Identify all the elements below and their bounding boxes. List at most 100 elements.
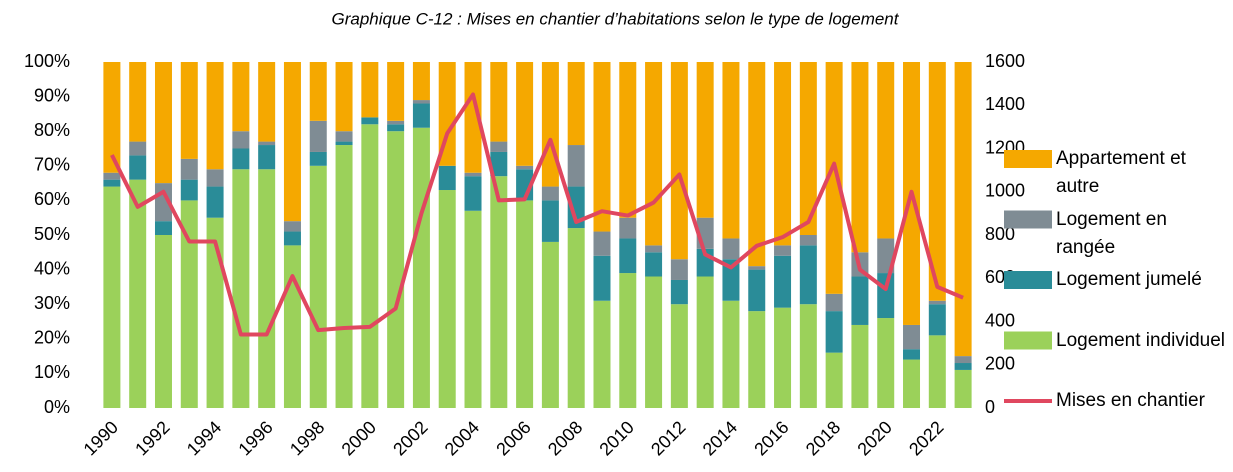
bar-segment xyxy=(258,145,276,170)
bar-segment xyxy=(954,356,972,364)
bar-segment xyxy=(619,217,637,239)
x-tick-label: 2002 xyxy=(389,417,431,459)
bar-segment xyxy=(722,259,740,301)
line xyxy=(110,92,964,337)
x-tick-label: 2006 xyxy=(492,417,534,459)
bar-segment xyxy=(129,62,147,142)
bar-segment xyxy=(645,252,663,277)
y2-tick-label: 400 xyxy=(985,310,1015,330)
y2-tick-label: 1400 xyxy=(985,94,1025,114)
bar-segment xyxy=(464,176,482,211)
bar-segment xyxy=(154,235,172,408)
bar-segment xyxy=(103,172,121,180)
bar-segment xyxy=(309,62,327,121)
bar-segment xyxy=(464,62,482,173)
bar-segment xyxy=(361,62,379,118)
bar-segment xyxy=(722,62,740,239)
bar-segment xyxy=(928,335,946,408)
bar-segment xyxy=(722,300,740,408)
legend-swatch xyxy=(1004,210,1052,229)
bar-segment xyxy=(799,245,817,305)
y2-tick-label: 200 xyxy=(985,354,1015,374)
bar-segment xyxy=(903,349,921,360)
bar-segment xyxy=(335,141,353,146)
bar-segment xyxy=(645,276,663,408)
bar-segment xyxy=(825,311,843,353)
bar-segment xyxy=(748,311,766,408)
bar-segment xyxy=(283,221,301,232)
bar-segment xyxy=(464,172,482,177)
x-tick-label: 2022 xyxy=(905,417,947,459)
bar-segment xyxy=(387,124,405,132)
bar-segment xyxy=(851,276,869,325)
bar-segment xyxy=(335,62,353,132)
bar-segment xyxy=(748,266,766,270)
bar-segment xyxy=(645,62,663,246)
x-tick-label: 1992 xyxy=(131,417,173,459)
legend-label: Logement individuel xyxy=(1056,329,1226,351)
bar-segment xyxy=(645,245,663,253)
bar-segment xyxy=(387,120,405,125)
bar-segment xyxy=(516,165,534,170)
bar-segment xyxy=(180,62,198,159)
bar-segment xyxy=(670,304,688,408)
bar-segment xyxy=(258,62,276,142)
x-tick-label: 2000 xyxy=(338,417,380,459)
bar-segment xyxy=(516,200,534,408)
bar-segment xyxy=(670,259,688,280)
bar-segment xyxy=(877,62,895,239)
bar-segment xyxy=(619,62,637,218)
bar-segment xyxy=(490,141,508,152)
bar-segment xyxy=(825,293,843,312)
bar-segment xyxy=(335,131,353,142)
bar-segment xyxy=(309,120,327,152)
bar-segment xyxy=(206,186,224,218)
legend-swatch xyxy=(1004,150,1052,168)
bar-segment xyxy=(154,62,172,184)
x-tick-label: 1990 xyxy=(80,417,122,459)
y-tick-label: 10% xyxy=(34,362,70,382)
bar-segment xyxy=(877,318,895,408)
bar-segment xyxy=(954,369,972,408)
bar-segment xyxy=(309,165,327,408)
bar-segment xyxy=(283,245,301,408)
bar-segment xyxy=(541,186,559,201)
y2-tick-label: 1600 xyxy=(985,51,1025,71)
bar-segment xyxy=(232,131,250,149)
legend-label: Appartement et autre xyxy=(1056,148,1186,197)
bar-segment xyxy=(490,151,508,177)
bar-segment xyxy=(670,279,688,305)
legend-label: Logement en rangée xyxy=(1056,208,1167,258)
bar-segment xyxy=(619,273,637,408)
bar-segment xyxy=(232,148,250,170)
y-tick-label: 80% xyxy=(34,120,70,140)
bar-segment xyxy=(541,241,559,408)
bar-segment xyxy=(516,62,534,166)
bar-segment xyxy=(567,62,585,146)
bar-segment xyxy=(877,238,895,274)
bar-segment xyxy=(851,62,869,253)
bar-segment xyxy=(670,62,688,260)
x-tick-label: 2012 xyxy=(647,417,689,459)
bar-segment xyxy=(206,217,224,408)
bar-segment xyxy=(438,165,456,191)
x-tick-label: 1998 xyxy=(286,417,328,459)
y2-tick-label: 1000 xyxy=(985,181,1025,201)
bar-segment xyxy=(748,62,766,267)
bar-segment xyxy=(748,269,766,312)
y-tick-label: 60% xyxy=(34,189,70,209)
legend-swatch xyxy=(1004,331,1052,350)
x-tick-label: 1996 xyxy=(234,417,276,459)
bar-segment xyxy=(232,169,250,408)
bar-segment xyxy=(774,62,792,246)
bar-segment xyxy=(490,176,508,408)
y-tick-label: 100% xyxy=(24,51,70,71)
bar-segment xyxy=(206,169,224,187)
bar-segment xyxy=(954,62,972,357)
bar-segment xyxy=(129,179,147,408)
bar-segment xyxy=(593,300,611,408)
x-tick-label: 2020 xyxy=(853,417,895,459)
bar-segment xyxy=(567,228,585,408)
